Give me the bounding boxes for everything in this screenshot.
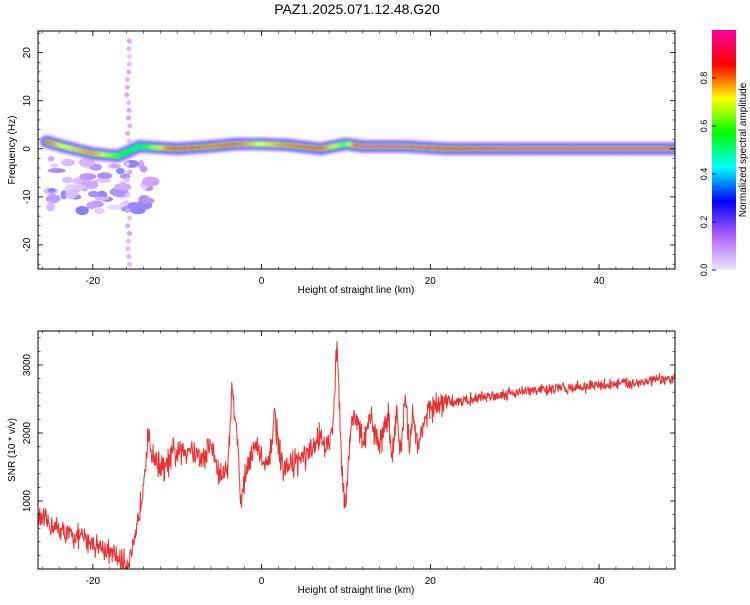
heatmap-cell [126, 69, 131, 74]
heatmap-cell [127, 262, 132, 267]
heatmap-cell [124, 200, 129, 205]
colorbar-label: Normalized spectral amplitude [738, 82, 749, 217]
x-tick-label: 40 [594, 576, 606, 587]
heatmap-cell [107, 205, 124, 210]
heatmap-cell [127, 231, 132, 236]
heatmap-cell [126, 100, 131, 105]
heatmap-cell [88, 191, 99, 197]
heatmap-cell [142, 177, 159, 187]
heatmap-cell [126, 185, 131, 190]
y-axis-label: Frequency (Hz) [7, 116, 18, 185]
heatmap-cell [126, 116, 131, 121]
colorbar-tick-label: 0.4 [699, 168, 709, 181]
heatmap-cell [127, 216, 132, 221]
y-tick-label: 2000 [22, 421, 33, 444]
snr-panel: -20 0 20 40 1000 2000 3000 Height of straight… [7, 331, 675, 596]
x-axis-label: Height of straight line (km) [298, 585, 415, 596]
x-tick-label: 20 [425, 576, 437, 587]
colorbar: 0.0 0.2 0.4 0.6 0.8 Normalized spectral ampl… [699, 30, 749, 276]
colorbar-tick-label: 0.0 [699, 264, 709, 277]
heatmap-cell [125, 77, 130, 82]
heatmap-cell [126, 254, 131, 259]
heatmap-cell [125, 223, 130, 228]
heatmap-cell [85, 181, 98, 189]
heatmap-cell [51, 163, 58, 168]
heatmap-cell [127, 169, 132, 174]
plot-area [38, 331, 675, 569]
heatmap-cell [124, 92, 129, 97]
heatmap-cell [126, 46, 131, 51]
heatmap-cell [125, 192, 130, 197]
heatmap-cell [125, 177, 130, 182]
x-tick-label: 0 [259, 576, 265, 587]
heatmap-cell [97, 172, 112, 179]
heatmap-cell [125, 162, 130, 167]
y-tick-label: 20 [22, 47, 33, 59]
heatmap-cell [62, 177, 72, 184]
heatmap-cell [65, 189, 76, 199]
x-tick-label: -20 [86, 576, 101, 587]
heatmap-cell [142, 198, 155, 204]
heatmap-cell [126, 239, 131, 244]
heatmap-cell [125, 85, 130, 90]
heatmap-cell [127, 123, 132, 128]
heatmap-cell [79, 173, 96, 180]
spectrogram-panel: -20 0 20 40 -20 -10 0 10 20 Height of straight … [7, 30, 749, 296]
heatmap-cell [108, 164, 121, 169]
x-tick-label: 20 [425, 276, 437, 287]
heatmap-cell [61, 159, 75, 166]
y-tick-label: -20 [22, 237, 33, 252]
figure-title: PAZ1.2025.071.12.48.G20 [274, 1, 440, 17]
heatmap-cell [94, 196, 109, 200]
heatmap-cell [140, 165, 148, 172]
heatmap-cell [125, 208, 130, 213]
heatmap-cell [87, 201, 97, 209]
heatmap-cell [46, 203, 55, 211]
heatmap-cell [127, 54, 132, 59]
heatmap-cell [47, 188, 55, 193]
heatmap-cell [127, 39, 132, 44]
x-tick-label: 40 [594, 276, 606, 287]
y-tick-label: -10 [22, 189, 33, 204]
heatmap-cell [94, 208, 105, 214]
x-tick-label: -20 [86, 276, 101, 287]
colorbar-strip [712, 30, 736, 270]
x-axis-label: Height of straight line (km) [298, 285, 415, 296]
heatmap-cell [48, 156, 55, 161]
colorbar-tick-label: 0.2 [699, 216, 709, 229]
y-tick-label: 3000 [22, 353, 33, 376]
y-tick-label: 1000 [22, 489, 33, 512]
y-tick-label: 0 [22, 146, 33, 152]
colorbar-tick-label: 0.8 [699, 72, 709, 85]
heatmap-cell [125, 131, 130, 136]
colorbar-tick-label: 0.6 [699, 120, 709, 133]
heatmap-cell [125, 246, 130, 251]
heatmap-cell [126, 108, 131, 113]
heatmap-cell [116, 168, 125, 174]
y-tick-label: 10 [22, 95, 33, 107]
heatmap-cell [48, 168, 66, 173]
heatmap-cell [127, 62, 132, 67]
heatmap-cell [75, 206, 89, 215]
y-axis-label: SNR (10 * v/v) [7, 418, 18, 482]
x-tick-label: 0 [259, 276, 265, 287]
heatmap-cell [46, 194, 61, 203]
